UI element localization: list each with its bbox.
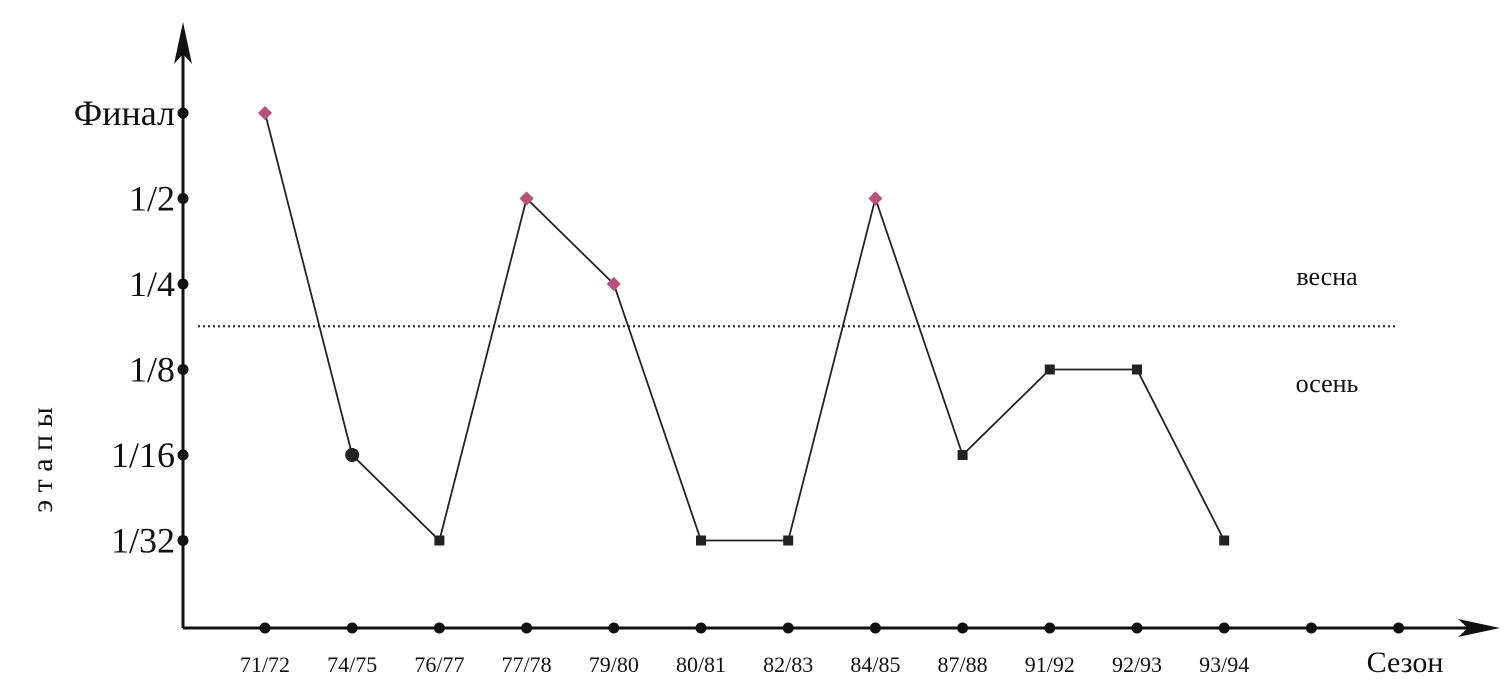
x-tick-dot (1131, 622, 1143, 634)
labels: Сезон э т а п ы весна осень (26, 262, 1443, 679)
y-tick-label: 1/16 (111, 435, 175, 475)
data-point-autumn (1219, 535, 1230, 546)
y-tick-label: 1/8 (129, 350, 175, 390)
x-tick-label: 80/81 (676, 652, 726, 677)
x-tick-dot (433, 622, 445, 634)
x-tick-dot (1044, 622, 1056, 634)
x-tick-dot (869, 622, 881, 634)
x-tick-label: 87/88 (938, 652, 988, 677)
data-point-autumn (345, 448, 360, 462)
x-tick-dot (957, 622, 969, 634)
x-tick-label: 79/80 (589, 652, 639, 677)
y-tick-dot (177, 449, 189, 461)
x-tick-dot (1305, 622, 1317, 634)
data-point-spring (519, 191, 534, 206)
data-point-spring (257, 105, 273, 121)
x-tick-dot (695, 622, 707, 634)
x-tick-label: 71/72 (240, 652, 290, 677)
zone-label-autumn: осень (1296, 369, 1359, 398)
x-tick-label: 76/77 (414, 652, 464, 677)
series-polyline (264, 112, 1226, 543)
y-tick-label: 1/4 (129, 264, 175, 304)
data-points (257, 105, 1230, 546)
y-tick-label: Финал (74, 93, 175, 133)
x-tick-dot (346, 622, 358, 634)
x-tick-dot (1218, 622, 1230, 634)
y-axis-label: э т а п ы (26, 407, 59, 513)
x-tick-dot (1393, 622, 1405, 634)
x-tick-label: 74/75 (327, 652, 377, 677)
y-tick-dot (177, 364, 189, 375)
y-tick-dot (177, 278, 189, 290)
x-axis-label: Сезон (1367, 646, 1444, 679)
y-tick-dot (177, 193, 189, 204)
x-tick-label: 91/92 (1025, 652, 1075, 677)
data-point-spring (868, 191, 883, 206)
x-tick-dot (608, 622, 620, 634)
x-tick-label: 82/83 (763, 652, 813, 677)
y-tick-dot (177, 535, 189, 546)
axes: 1/32 1/16 1/8 1/4 1/2 Финал 71/72 74/75 76/77 77/… (74, 22, 1500, 677)
data-point-autumn (696, 535, 706, 546)
y-tick-dot (177, 107, 189, 119)
x-tick-dot (782, 622, 794, 634)
x-tick-label: 92/93 (1112, 652, 1162, 677)
x-tick-label: 84/85 (850, 652, 900, 677)
y-tick-label: 1/32 (111, 521, 175, 561)
data-point-autumn (957, 450, 968, 460)
series-line (264, 112, 1226, 543)
x-tick-label: 93/94 (1199, 652, 1249, 677)
x-tick-label: 77/78 (502, 652, 552, 677)
y-axis-arrow-icon (174, 22, 192, 64)
data-point-autumn (1132, 364, 1142, 375)
x-tick-dot (521, 622, 533, 634)
data-point-autumn (434, 535, 445, 546)
data-point-autumn (783, 535, 794, 546)
data-point-spring (606, 276, 621, 292)
y-tick-label: 1/2 (129, 179, 175, 219)
x-tick-dot (259, 622, 271, 634)
x-axis-arrow-icon (1458, 619, 1500, 637)
data-point-autumn (1044, 364, 1055, 375)
zone-label-spring: весна (1296, 262, 1358, 291)
